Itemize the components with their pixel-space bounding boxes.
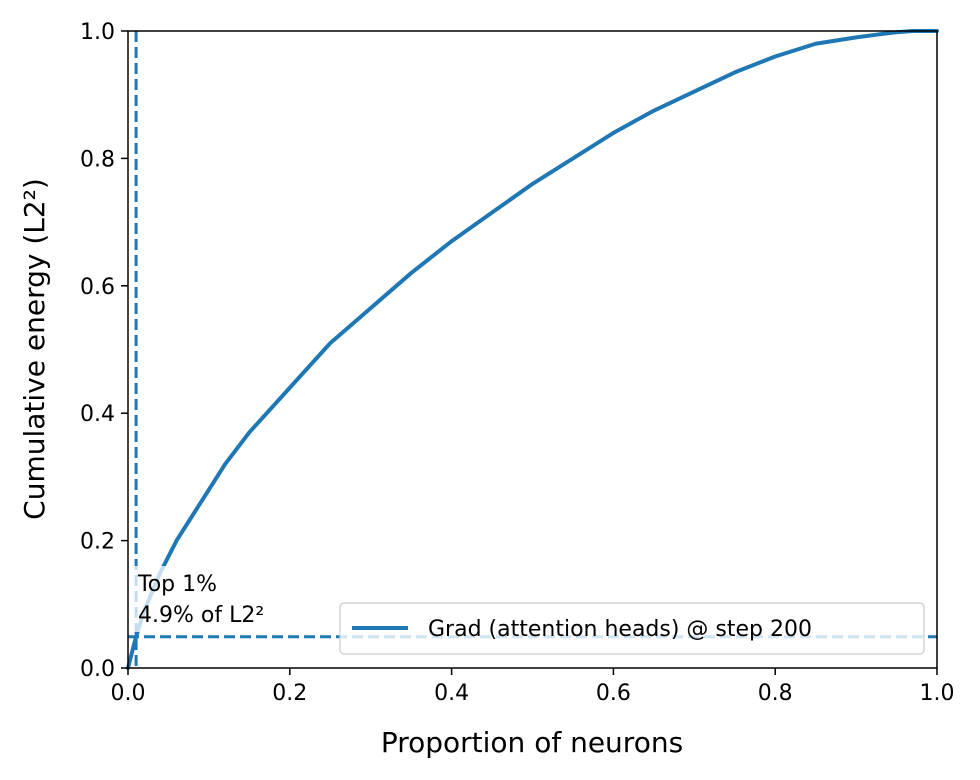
y-tick-label: 0.8: [80, 147, 115, 172]
x-tick-label: 0.4: [434, 681, 469, 706]
y-tick-label: 1.0: [80, 20, 115, 45]
legend: Grad (attention heads) @ step 200: [339, 602, 925, 655]
x-tick-label: 0.8: [758, 681, 793, 706]
annotation-line-1: Top 1%: [137, 572, 217, 597]
annotation-line-2: 4.9% of L2²: [138, 603, 264, 628]
y-tick-label: 0.6: [80, 275, 115, 300]
y-tick-label: 0.2: [80, 530, 115, 555]
x-axis-title: Proportion of neurons: [381, 726, 683, 759]
x-tick-label: 0.0: [111, 681, 146, 706]
legend-box: [339, 602, 925, 655]
plot-frame: [127, 30, 938, 669]
y-tick-label: 0.4: [80, 402, 115, 427]
y-axis-title: Cumulative energy (L2²): [18, 178, 51, 520]
series-line: [126, 29, 939, 670]
x-tick-label: 0.2: [272, 681, 307, 706]
plot-marks: [126, 29, 939, 670]
x-tick-label: 1.0: [920, 681, 955, 706]
legend-entry-label: Grad (attention heads) @ step 200: [428, 617, 812, 642]
y-tick-label: 0.0: [80, 657, 115, 682]
annotation-background: [132, 566, 304, 632]
x-tick-label: 0.6: [596, 681, 631, 706]
axis-ticks: 0.0 0.2 0.4 0.6 0.8 1.0 0.0 0.2 0.4 0.6 0.8 1.0: [80, 20, 955, 706]
